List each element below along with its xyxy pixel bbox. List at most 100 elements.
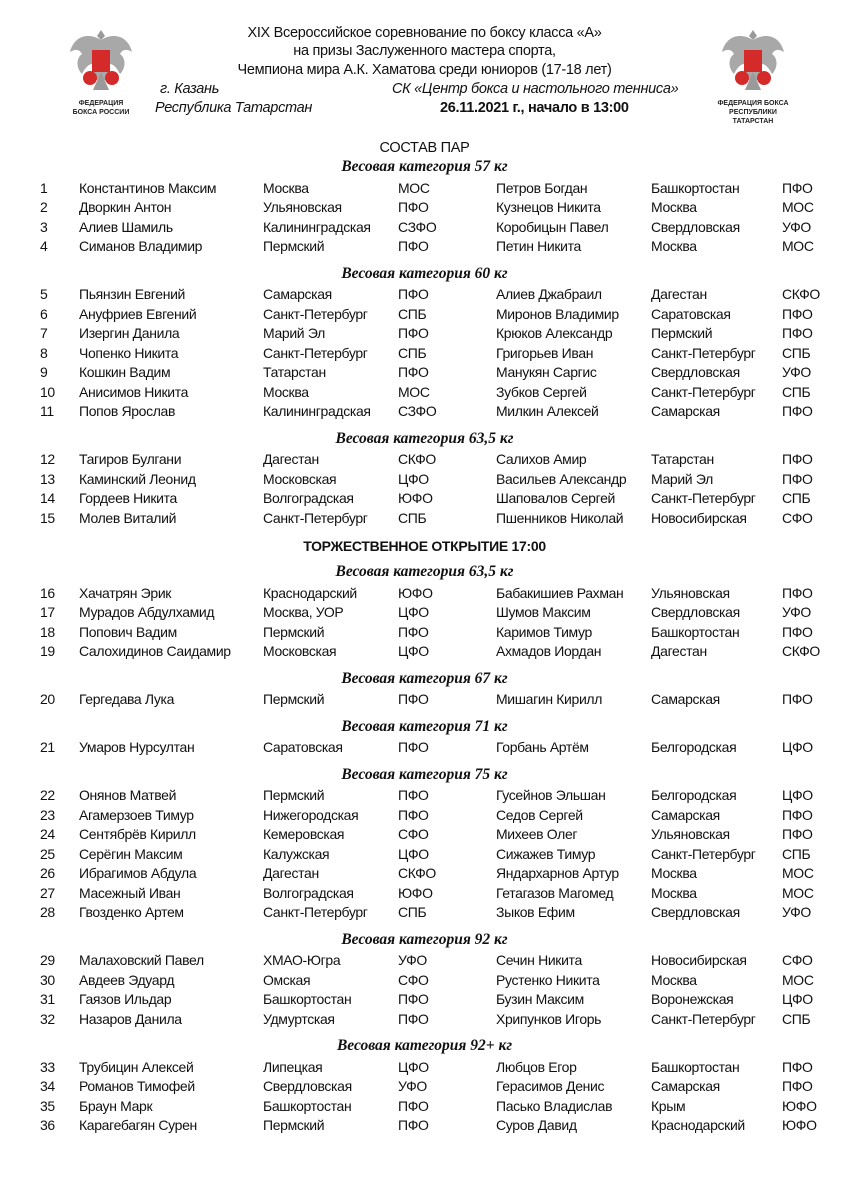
boxer-red-region: Пермский [263, 691, 325, 707]
boxer-red-region: Кемеровская [263, 826, 345, 842]
boxer-red-district: ПФО [398, 364, 429, 380]
pair-row: 15 Молев Виталий Санкт-Петербург СПБ Пшенник… [0, 509, 849, 529]
boxer-red-name: Гордеев Никита [79, 490, 177, 506]
boxer-red-name: Дворкин Антон [79, 199, 172, 215]
pair-row: 4 Симанов Владимир Пермский ПФО Петин Никита… [0, 237, 849, 257]
boxer-blue-name: Ахмадов Иордан [496, 643, 602, 659]
boxer-red-district: ПФО [398, 691, 429, 707]
boxer-blue-name: Коробицын Павел [496, 218, 609, 235]
pairs-list: Весовая категория 57 кг 1 Константинов Мак… [0, 150, 849, 1136]
pair-row: 31 Гаязов Ильдар Башкортостан ПФО Бузин Макс… [0, 990, 849, 1010]
boxer-blue-district: УФО [782, 904, 811, 920]
pair-row: 2 Дворкин Антон Ульяновская ПФО Кузнецов Ник… [0, 198, 849, 218]
boxer-red-district: СКФО [398, 865, 436, 881]
pair-row: 17 Мурадов Абдулхамид Москва, УОР ЦФО Шумов … [0, 603, 849, 623]
weight-category-heading: Весовая категория 75 кг [341, 765, 508, 783]
boxer-red-district: ЦФО [398, 845, 429, 862]
pair-row: 10 Анисимов Никита Москва МОС Зубков Сергей С… [0, 383, 849, 403]
boxer-red-region: Саратовская [263, 739, 343, 755]
event-republic: Республика Татарстан [155, 100, 313, 116]
boxer-blue-name: Каримов Тимур [496, 623, 592, 640]
boxer-red-name: Анисимов Никита [79, 383, 189, 400]
boxer-red-name: Трубицин Алексей [79, 1058, 194, 1075]
event-title-line-3: Чемпиона мира А.К. Хаматова среди юниоро… [237, 62, 612, 78]
pair-number: 21 [40, 739, 55, 755]
weight-category-heading: Весовая категория 57 кг [341, 158, 508, 175]
boxer-red-region: Москва [263, 179, 309, 196]
boxer-blue-district: ПФО [782, 691, 813, 707]
pair-number: 34 [40, 1078, 55, 1094]
pair-row: 27 Масежный Иван Волгоградская ЮФО Гетагазов… [0, 884, 849, 904]
pair-number: 33 [40, 1058, 55, 1075]
logo-boxing-federation-tatarstan: ФЕДЕРАЦИЯ БОКСА РЕСПУБЛИКИ ТАТАРСТАН [708, 26, 798, 126]
boxer-red-district: ПФО [398, 238, 429, 254]
boxer-blue-name: Шаповалов Сергей [496, 490, 615, 506]
pair-number: 15 [40, 509, 55, 526]
weight-category-heading: Весовая категория 71 кг [341, 717, 508, 735]
boxer-red-region: Калининградская [263, 403, 371, 419]
pair-number: 25 [40, 845, 55, 862]
boxer-blue-region: Воронежская [651, 991, 734, 1007]
boxer-blue-district: ПФО [782, 305, 813, 322]
pair-row: 7 Изергин Данила Марий Эл ПФО Крюков Алексан… [0, 324, 849, 344]
boxer-blue-district: МОС [782, 884, 814, 901]
pair-number: 5 [40, 286, 48, 302]
logo-boxing-federation-russia: ФЕДЕРАЦИЯ БОКСА РОССИИ [56, 26, 146, 117]
event-title-line-2: на призы Заслуженного мастера спорта, [293, 43, 556, 59]
pair-row: 29 Малаховский Павел ХМАО-Югра УФО Сечин Ник… [0, 951, 849, 971]
boxer-red-district: ЦФО [398, 470, 429, 487]
boxer-blue-region: Москва [651, 971, 697, 988]
boxer-blue-name: Бузин Максим [496, 991, 584, 1007]
pair-row: 9 Кошкин Вадим Татарстан ПФО Манукян Саргис С… [0, 363, 849, 383]
boxer-red-district: ПФО [398, 787, 429, 803]
logo-left-line-2: БОКСА РОССИИ [72, 109, 130, 116]
weight-category-heading: Весовая категория 63,5 кг [335, 429, 514, 447]
boxer-blue-name: Мишагин Кирилл [496, 691, 603, 707]
boxer-blue-district: МОС [782, 865, 814, 881]
boxer-blue-district: МОС [782, 199, 814, 215]
pair-number: 35 [40, 1097, 55, 1114]
pair-number: 11 [40, 403, 54, 419]
boxer-blue-district: ЮФО [782, 1097, 817, 1114]
boxer-red-region: Волгоградская [263, 490, 354, 506]
boxer-blue-region: Москва [651, 884, 697, 901]
pair-row: 16 Хачатрян Эрик Краснодарский ЮФО Бабакишие… [0, 584, 849, 604]
boxer-red-district: ЮФО [398, 490, 433, 506]
boxer-red-region: Марий Эл [263, 325, 325, 341]
boxer-blue-name: Манукян Саргис [496, 364, 597, 380]
boxer-blue-name: Милкин Алексей [496, 403, 599, 419]
boxer-red-name: Сентябрёв Кирилл [79, 826, 196, 842]
boxer-blue-region: Белгородская [651, 739, 737, 755]
boxer-blue-district: ПФО [782, 179, 813, 196]
pair-number: 22 [40, 787, 55, 803]
boxer-red-name: Умаров Нурсултан [79, 739, 195, 755]
pair-row: 33 Трубицин Алексей Липецкая ЦФО Любцов Егор… [0, 1058, 849, 1078]
pair-number: 17 [40, 604, 55, 620]
eagle-emblem-icon [722, 30, 784, 90]
boxer-blue-name: Яндархарнов Артур [496, 865, 619, 881]
pair-row: 22 Онянов Матвей Пермский ПФО Гусейнов Эльша… [0, 786, 849, 806]
document-title: СОСТАВ ПАР [379, 140, 470, 156]
boxer-blue-name: Пасько Владислав [496, 1097, 613, 1114]
weight-category-heading: Весовая категория 92 кг [341, 930, 508, 948]
boxer-blue-name: Васильев Александр [496, 470, 627, 487]
pair-number: 26 [40, 865, 55, 881]
boxer-blue-region: Белгородская [651, 787, 737, 803]
boxer-red-region: Самарская [263, 286, 332, 302]
boxer-blue-name: Любцов Егор [496, 1058, 577, 1075]
pair-number: 18 [40, 623, 55, 640]
pair-row: 23 Агамерзоев Тимур Нижегородская ПФО Седов … [0, 806, 849, 826]
boxer-blue-name: Крюков Александр [496, 325, 613, 341]
pair-number: 24 [40, 826, 55, 842]
boxer-red-district: МОС [398, 383, 430, 400]
boxer-blue-name: Петин Никита [496, 238, 581, 254]
boxer-red-region: Башкортостан [263, 991, 352, 1007]
boxer-red-district: ПФО [398, 286, 429, 302]
boxer-blue-district: УФО [782, 218, 811, 235]
pair-number: 1 [40, 179, 48, 196]
boxer-red-name: Алиев Шамиль [79, 218, 173, 235]
boxer-red-district: СФО [398, 826, 429, 842]
pair-number: 16 [40, 584, 55, 601]
boxer-blue-name: Суров Давид [496, 1117, 577, 1133]
boxer-red-region: Санкт-Петербург [263, 509, 368, 526]
